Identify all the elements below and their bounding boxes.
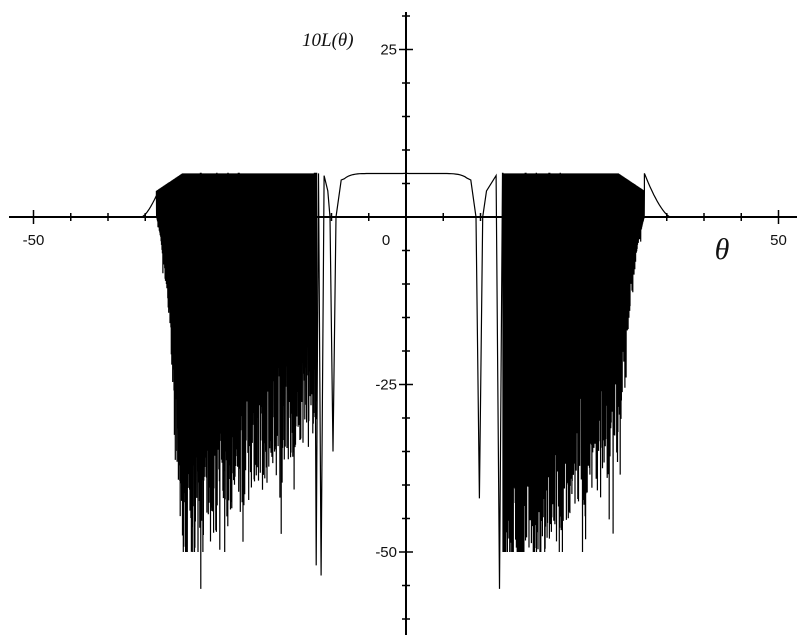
y-tick-label: 25	[380, 42, 397, 59]
data-layer	[18, 172, 797, 589]
x-tick-label: -50	[23, 232, 45, 249]
y-axis-label: 10L(θ)	[302, 30, 354, 51]
y-tick-label: -50	[375, 544, 397, 561]
x-tick-label: 50	[770, 232, 787, 249]
x-tick-label: 0	[382, 232, 390, 249]
series-line-10L-theta	[18, 172, 797, 589]
tick-layer: -50 0 50 25 -25 -50	[23, 15, 787, 620]
y-tick-label: -25	[375, 377, 397, 394]
x-axis-label: θ	[715, 233, 730, 266]
axes-layer	[9, 12, 797, 635]
